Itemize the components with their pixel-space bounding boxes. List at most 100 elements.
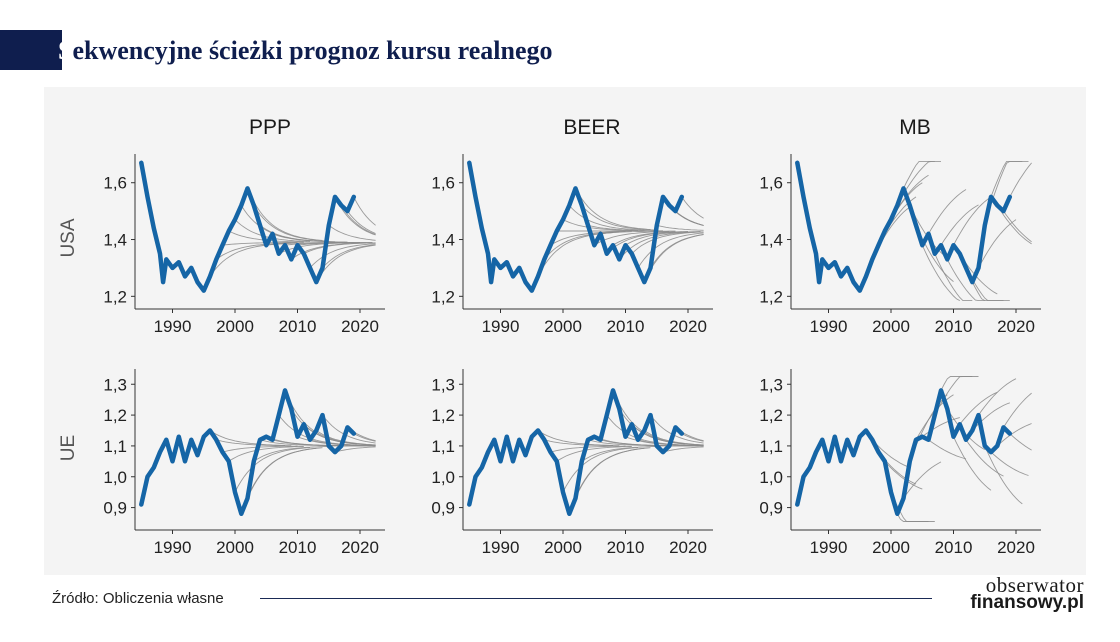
mb-ue-x-tick-label: 2020 [997,538,1035,557]
mb-ue-forecast-path [909,394,948,462]
mb-ue-forecast-path [984,445,1023,505]
beer-usa-forecast-path [656,224,704,231]
ppp-usa-forecast-path [253,205,329,242]
beer-usa-y-tick-label: 1,4 [431,231,455,250]
beer-usa-x-tick-label: 2020 [669,317,707,336]
ppp-ue-main-series-line [139,388,357,517]
mb-usa-x-tick-label: 1990 [810,317,848,336]
mb-usa-forecast-path [921,245,961,301]
beer-usa-forecast-path [681,196,704,219]
mb-ue-forecast-path [896,513,935,522]
ppp-ue-forecast-path [216,439,292,447]
beer-usa-forecast-path [650,233,704,269]
footer-rule [260,598,932,599]
beer-usa-forecast-path [675,210,704,226]
ppp-usa-forecast-path [297,242,373,246]
beer-usa-y-tick-label: 1,2 [431,287,455,306]
mb-usa-forecast-path [903,160,941,189]
mb-ue-forecast-path [871,439,910,468]
ppp-ue-y-tick-label: 1,2 [103,406,127,425]
beer-usa-x-tick-label: 2000 [544,317,582,336]
mb-usa-forecast-path [928,189,967,235]
ppp-usa-x-tick-label: 2010 [279,317,317,336]
ppp-ue-x-tick-label: 2000 [216,538,254,557]
ppp-usa-forecast-path [315,244,376,283]
ppp-ue-y-tick-label: 0,9 [103,499,127,518]
mb-ue-x-tick-label: 2000 [872,538,910,557]
ppp-ue-y-tick-label: 1,1 [103,437,127,456]
page-title: Sekwencyjne ścieżki prognoz kursu realne… [58,30,553,70]
beer-usa-forecast-path [625,231,701,246]
title-rest: ekwencyjne ścieżki prognoz kursu realneg… [72,36,553,65]
ppp-ue-forecast-path [228,446,304,462]
ppp-ue-forecast-path [334,446,376,453]
mb-ue-y-tick-label: 1,2 [759,406,783,425]
ppp-ue-forecast-path [353,433,376,442]
column-title-beer: BEER [563,116,620,139]
mb-usa-x-tick-label: 2000 [872,317,910,336]
ppp-usa-y-tick-label: 1,4 [103,231,127,250]
ppp-usa-forecast-path [340,205,376,235]
mb-usa-forecast-path [940,204,979,246]
mb-ue-forecast-path [940,376,979,391]
ppp-usa-forecast-path [322,244,376,269]
beer-ue-y-tick-label: 0,9 [431,499,455,518]
beer-ue-forecast-path [681,433,704,442]
mb-usa-y-tick-label: 1,4 [759,231,783,250]
row-label-usa: USA [58,218,79,257]
beer-ue-y-tick-label: 1,0 [431,468,455,487]
ppp-ue-x-tick-label: 2020 [341,538,379,557]
mb-ue-forecast-path [959,391,998,425]
mb-ue-forecast-path [978,378,1017,416]
beer-usa-forecast-path [600,230,676,235]
title-accent-bar [0,30,62,70]
ppp-ue-forecast-path [253,446,329,462]
beer-usa-main-series-line [467,160,685,293]
mb-ue-x-tick-label: 2010 [935,538,973,557]
mb-usa-y-tick-label: 1,2 [759,287,783,306]
beer-ue-forecast-path [650,414,704,444]
beer-ue-forecast-path [575,447,651,499]
ppp-usa-forecast-path [272,233,348,243]
mb-usa-forecast-path [971,281,1010,302]
mb-ue-y-tick-label: 1,1 [759,437,783,456]
mb-ue-forecast-path [884,460,923,490]
mb-ue-forecast-path [903,461,942,499]
ppp-usa-forecast-path [303,242,376,255]
ppp-usa-forecast-path [353,196,376,226]
beer-ue-forecast-path [581,446,657,462]
beer-usa-x-tick-label: 2010 [607,317,645,336]
ppp-usa-x-tick-label: 2020 [341,317,379,336]
beer-usa-x-tick-label: 1990 [482,317,520,336]
logo-line-1: obserwator [985,573,1084,597]
mb-usa-x-tick-label: 2020 [997,317,1035,336]
beer-ue-y-tick-label: 1,1 [431,437,455,456]
logo-line-2: finansowy.pl [970,592,1084,613]
mb-ue-forecast-path [996,423,1032,447]
beer-ue-x-tick-label: 2000 [544,538,582,557]
mb-usa-x-tick-label: 2010 [935,317,973,336]
ppp-ue-y-tick-label: 1,3 [103,375,127,394]
beer-usa-forecast-path [550,231,626,246]
mb-usa-main-series-line [795,160,1013,293]
mb-usa-forecast-path [896,160,935,206]
beer-usa-forecast-path [575,188,651,230]
mb-usa-forecast-path [996,205,1032,245]
column-title-ppp: PPP [249,116,291,139]
mb-ue-y-tick-label: 1,0 [759,468,783,487]
beer-usa-forecast-path [637,232,704,269]
mb-ue-forecast-path [928,439,967,460]
mb-usa-forecast-path [934,253,973,302]
mb-usa-forecast-path [890,174,929,220]
ppp-usa-forecast-path [216,242,292,260]
mb-usa-y-tick-label: 1,6 [759,174,783,193]
ppp-usa-main-series-line [139,160,357,293]
beer-ue-y-tick-label: 1,3 [431,375,455,394]
ppp-usa-forecast-path [309,243,376,269]
beer-ue-forecast-path [544,439,620,447]
mb-usa-forecast-path [1009,162,1032,198]
ppp-ue-x-tick-label: 2010 [279,538,317,557]
ppp-ue-forecast-path [247,447,323,499]
mb-usa-forecast-path [990,160,1029,198]
